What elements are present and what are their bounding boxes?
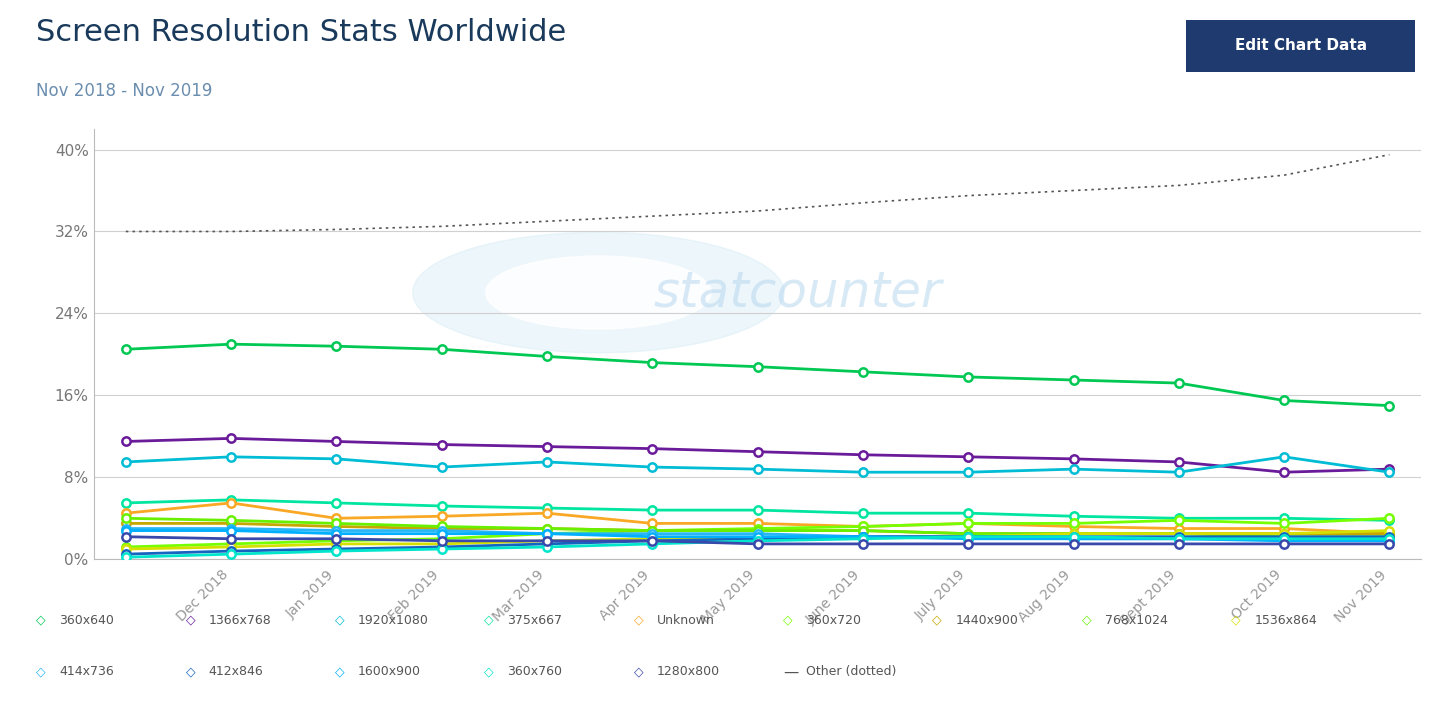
Text: 360x720: 360x720 xyxy=(806,614,861,627)
Circle shape xyxy=(413,232,784,353)
Text: ◇: ◇ xyxy=(634,665,644,678)
Text: 1600x900: 1600x900 xyxy=(358,665,420,678)
Text: ◇: ◇ xyxy=(1231,614,1241,627)
Text: 360x760: 360x760 xyxy=(507,665,563,678)
Text: 1920x1080: 1920x1080 xyxy=(358,614,429,627)
Text: Screen Resolution Stats Worldwide: Screen Resolution Stats Worldwide xyxy=(36,18,567,47)
Text: ◇: ◇ xyxy=(1082,614,1092,627)
Text: 1280x800: 1280x800 xyxy=(657,665,721,678)
Text: ◇: ◇ xyxy=(36,665,46,678)
Text: ◇: ◇ xyxy=(335,614,345,627)
Text: ◇: ◇ xyxy=(335,665,345,678)
Text: 1366x768: 1366x768 xyxy=(209,614,271,627)
Text: 360x640: 360x640 xyxy=(59,614,115,627)
Text: 375x667: 375x667 xyxy=(507,614,563,627)
Text: Other (dotted): Other (dotted) xyxy=(806,665,896,678)
Text: ◇: ◇ xyxy=(186,665,196,678)
Text: ◇: ◇ xyxy=(932,614,942,627)
Text: Unknown: Unknown xyxy=(657,614,715,627)
Text: 412x846: 412x846 xyxy=(209,665,264,678)
Text: Edit Chart Data: Edit Chart Data xyxy=(1234,39,1367,53)
Text: —: — xyxy=(783,665,799,679)
Text: ◇: ◇ xyxy=(36,614,46,627)
Text: statcounter: statcounter xyxy=(654,269,941,316)
Circle shape xyxy=(486,256,710,329)
Text: 768x1024: 768x1024 xyxy=(1105,614,1167,627)
Text: ◇: ◇ xyxy=(783,614,793,627)
Text: Nov 2018 - Nov 2019: Nov 2018 - Nov 2019 xyxy=(36,82,213,100)
Text: ◇: ◇ xyxy=(484,614,494,627)
Text: ◇: ◇ xyxy=(484,665,494,678)
Text: 414x736: 414x736 xyxy=(59,665,115,678)
Text: 1440x900: 1440x900 xyxy=(956,614,1018,627)
Text: ◇: ◇ xyxy=(634,614,644,627)
Text: ◇: ◇ xyxy=(186,614,196,627)
Text: 1536x864: 1536x864 xyxy=(1254,614,1317,627)
